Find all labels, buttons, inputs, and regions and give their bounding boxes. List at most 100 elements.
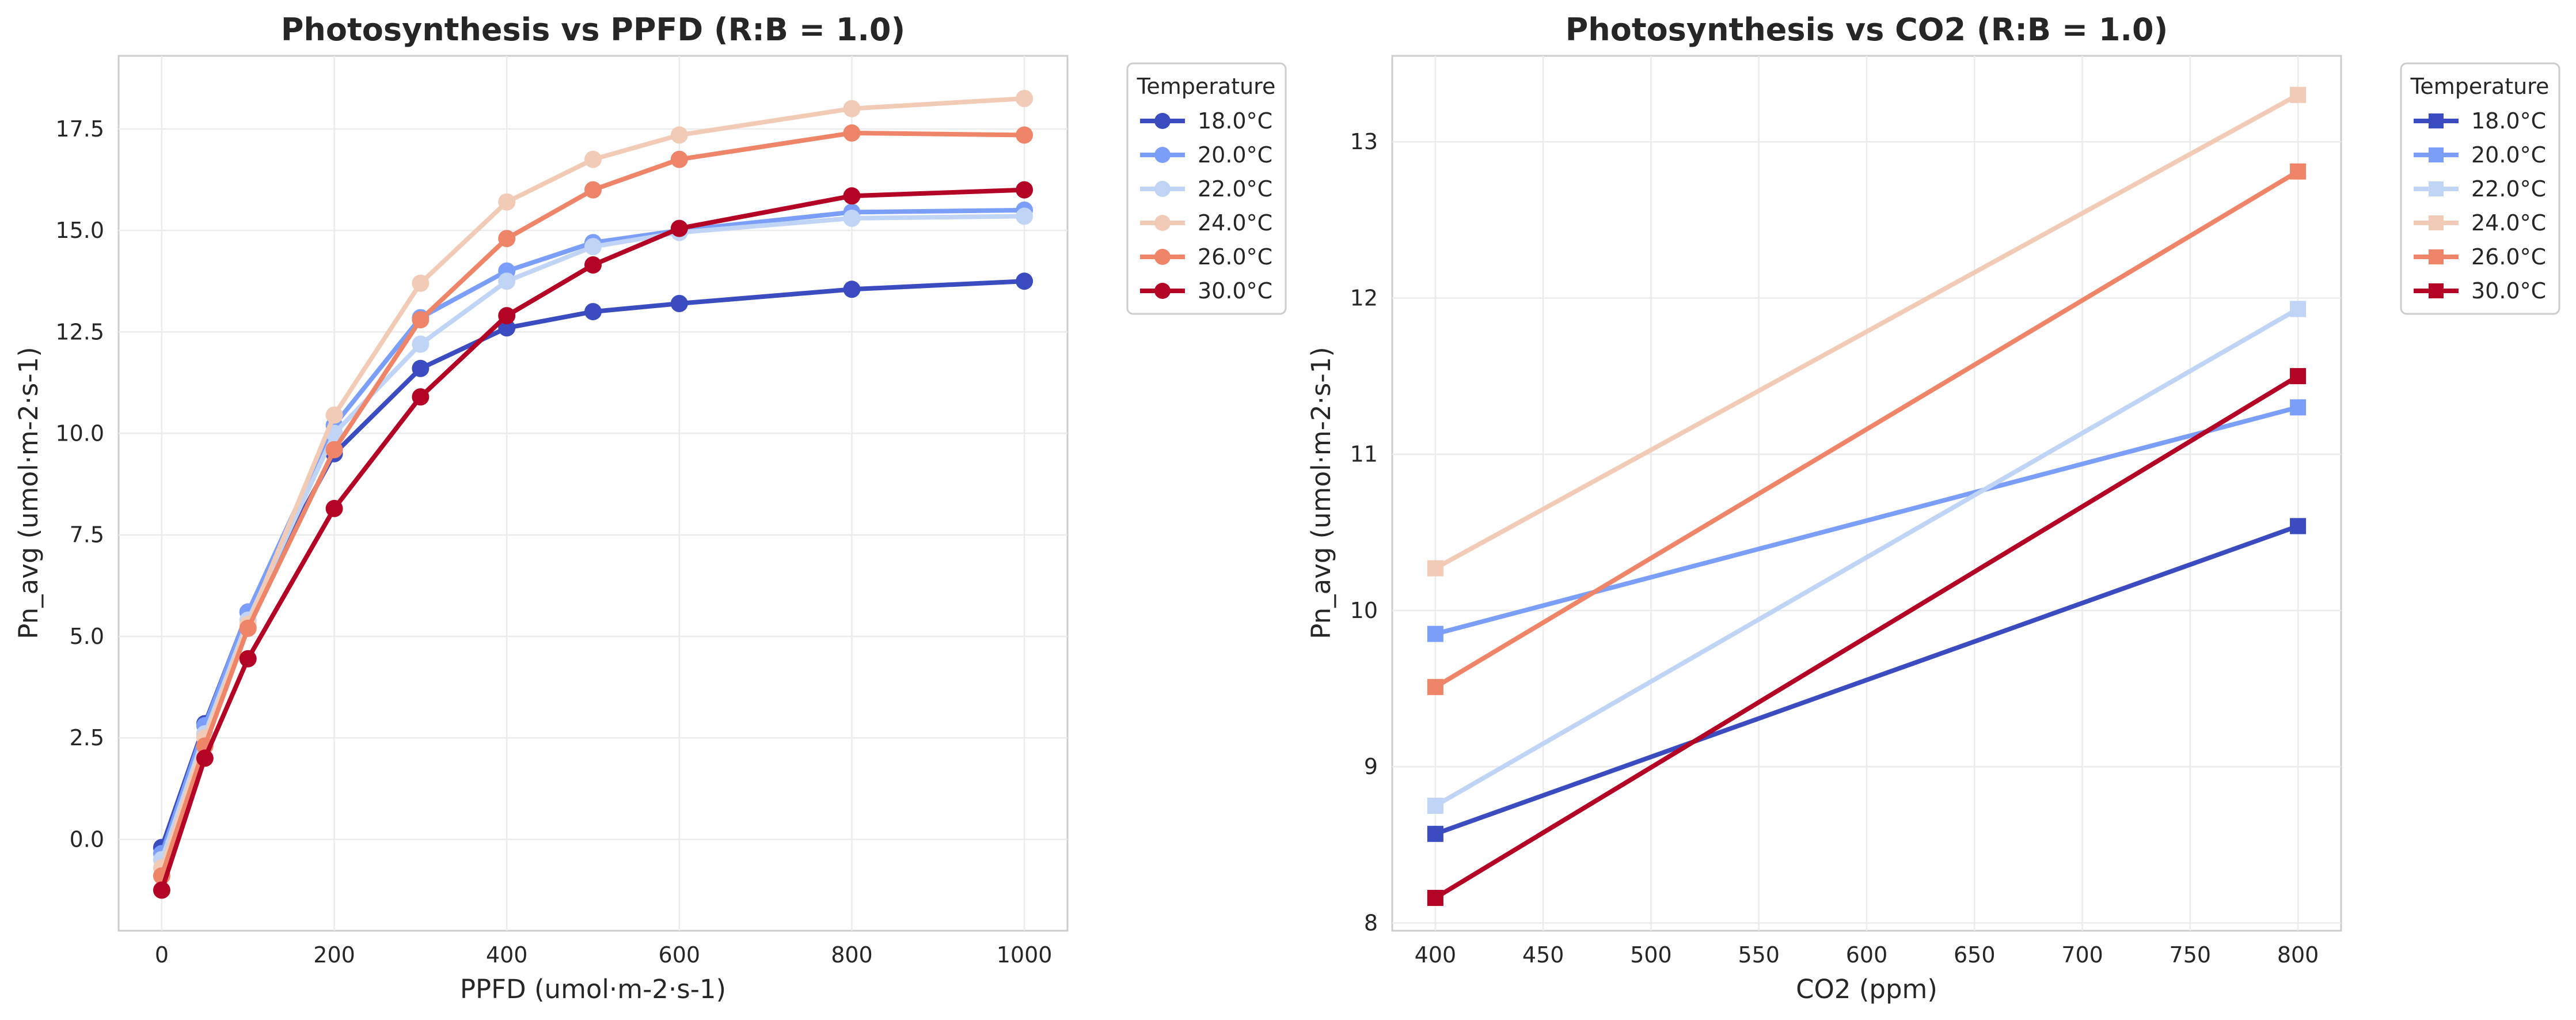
co2-x-tick-label: 750 [2170,942,2212,968]
ppfd-y-tick-label: 10.0 [55,421,104,446]
co2-data-point [1427,825,1443,842]
ppfd-y-tick-label: 5.0 [70,624,104,649]
ppfd-chart: 0 200 400 600 800 1000 0.0 2.5 5.0 7.5 10.0 12.5 15.… [13,12,1287,1004]
ppfd-legend-label: 26.0°C [1198,244,1272,270]
ppfd-data-point [670,150,688,168]
ppfd-y-tick-label: 12.5 [55,319,104,344]
co2-legend-label: 26.0°C [2471,244,2546,270]
co2-series-group [1427,86,2307,907]
co2-x-tick-label: 650 [1954,942,1996,968]
co2-legend-label: 30.0°C [2471,278,2546,304]
co2-x-tick-label: 700 [2061,942,2103,968]
ppfd-data-point [584,303,602,321]
co2-legend-marker [2429,215,2444,230]
ppfd-legend-title: Temperature [1137,74,1276,99]
co2-series-line-5 [1433,374,2301,900]
co2-legend-label: 18.0°C [2471,108,2546,134]
ppfd-data-point [584,238,602,256]
ppfd-x-axis-label: PPFD (umol·m-2·s-1) [460,974,726,1004]
ppfd-data-point [843,280,861,298]
co2-y-tick-label: 8 [1364,910,1378,935]
ppfd-y-tick-label: 17.5 [55,116,104,142]
ppfd-series-group [153,90,1034,899]
ppfd-data-point [153,881,170,899]
ppfd-x-tick-label: 0 [155,942,169,968]
ppfd-data-point [1016,207,1034,225]
ppfd-legend-label: 20.0°C [1198,142,1272,168]
co2-data-point [2290,399,2307,416]
co2-y-tick-label: 9 [1364,754,1378,779]
ppfd-data-point [412,274,430,292]
co2-ticks: 400 450 500 550 600 650 700 750 800 8 9 10 11 12 13 [1350,129,2319,968]
ppfd-legend-marker [1154,181,1171,197]
co2-chart: 400 450 500 550 600 650 700 750 800 8 9 10 11 12 13 Ph… [1306,12,2560,1004]
ppfd-series-line-4 [159,130,1027,878]
ppfd-legend-label: 18.0°C [1198,108,1272,134]
ppfd-data-point [196,749,214,767]
ppfd-data-point [1016,126,1034,144]
co2-legend-marker [2429,181,2444,196]
ppfd-chart-title: Photosynthesis vs PPFD (R:B = 1.0) [281,12,905,48]
ppfd-data-point [584,256,602,274]
co2-x-tick-label: 500 [1630,942,1672,968]
ppfd-legend-marker [1154,283,1171,299]
ppfd-legend-marker [1154,147,1171,163]
ppfd-data-point [412,335,430,353]
ppfd-data-point [498,272,516,290]
ppfd-data-point [843,209,861,227]
ppfd-plot-area [117,55,1069,932]
co2-x-tick-label: 400 [1415,942,1457,968]
co2-legend-marker [2429,113,2444,128]
co2-data-point [2290,368,2307,385]
co2-data-point [2290,518,2307,534]
ppfd-y-tick-label: 15.0 [55,218,104,243]
ppfd-data-point [1016,90,1034,108]
co2-data-point [2290,301,2307,317]
co2-data-point [2290,163,2307,180]
co2-legend-label: 20.0°C [2471,142,2546,168]
ppfd-x-tick-label: 200 [313,942,355,968]
co2-y-tick-label: 11 [1350,442,1378,467]
ppfd-legend-marker [1154,249,1171,265]
co2-y-tick-label: 13 [1350,129,1378,154]
ppfd-data-point [325,499,343,517]
ppfd-data-point [584,150,602,168]
ppfd-data-point [325,406,343,424]
ppfd-x-tick-label: 400 [486,942,528,968]
co2-series-line-3 [1433,92,2301,571]
co2-data-point [1427,625,1443,642]
ppfd-data-point [1016,272,1034,290]
co2-x-axis-label: CO2 (ppm) [1796,974,1937,1004]
co2-data-point [1427,560,1443,577]
ppfd-y-tick-label: 7.5 [70,522,104,548]
ppfd-data-point [498,193,516,211]
ppfd-data-point [412,359,430,377]
co2-legend-entries: 18.0°C 20.0°C 22.0°C 24.0°C 26.0°C 30.0°C [2414,108,2546,304]
ppfd-series-line-5 [159,187,1027,893]
ppfd-data-point [1016,181,1034,199]
co2-x-tick-label: 800 [2277,942,2319,968]
co2-y-axis-label: Pn_avg (umol·m-2·s-1) [1306,347,1336,639]
ppfd-y-tick-label: 2.5 [70,725,104,750]
ppfd-data-point [239,650,257,668]
co2-data-point [1427,798,1443,814]
co2-legend-label: 22.0°C [2471,176,2546,202]
co2-data-point [2290,86,2307,103]
ppfd-data-point [239,619,257,637]
co2-legend-label: 24.0°C [2471,210,2546,236]
co2-x-tick-label: 600 [1846,942,1888,968]
co2-legend-marker [2429,283,2444,298]
ppfd-data-point [412,311,430,329]
co2-series-line-1 [1433,405,2301,636]
ppfd-data-point [670,294,688,312]
ppfd-x-tick-label: 600 [659,942,701,968]
ppfd-y-axis-label: Pn_avg (umol·m-2·s-1) [13,347,44,639]
ppfd-data-point [670,126,688,144]
co2-series-line-4 [1433,169,2301,689]
ppfd-series-line-1 [159,207,1027,856]
ppfd-y-tick-label: 0.0 [70,826,104,852]
ppfd-data-point [325,441,343,458]
ppfd-data-point [843,124,861,142]
co2-series-line-0 [1433,524,2301,836]
